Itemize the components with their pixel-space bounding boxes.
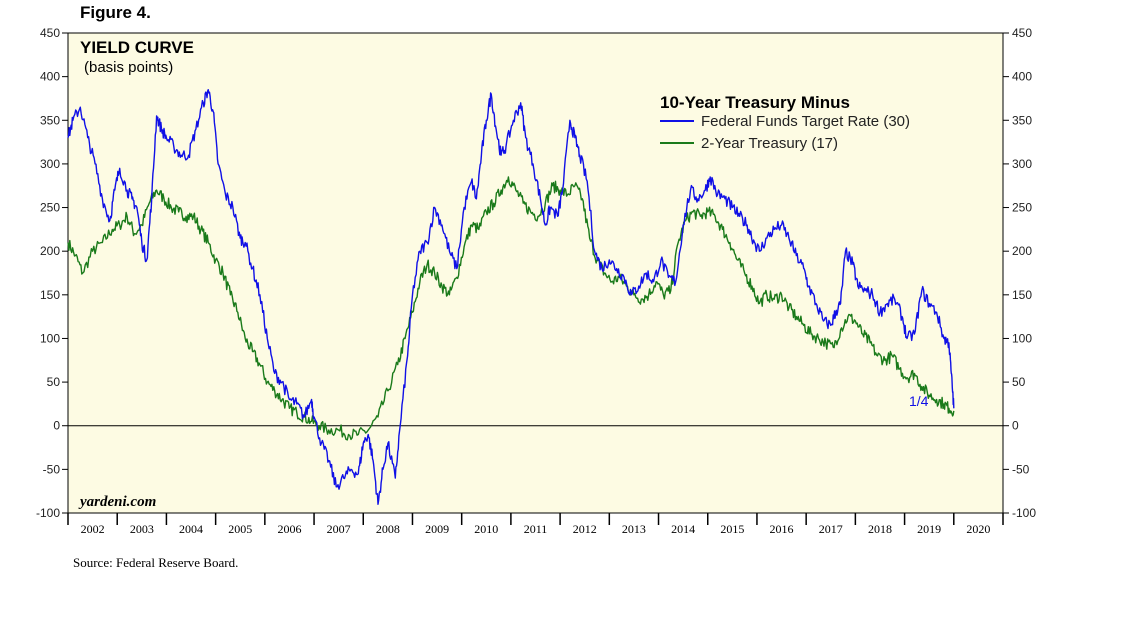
y-tick-label-right: 250 <box>1012 201 1032 215</box>
x-tick-label: 2017 <box>819 522 843 536</box>
y-tick-label-left: 0 <box>53 419 60 433</box>
y-tick-label-right: 400 <box>1012 70 1032 84</box>
source-note: Source: Federal Reserve Board. <box>73 555 239 570</box>
x-tick-label: 2004 <box>179 522 203 536</box>
legend-label: Federal Funds Target Rate (30) <box>701 113 910 130</box>
legend: Federal Funds Target Rate (30) 2-Year Tre… <box>660 113 910 152</box>
x-tick-label: 2015 <box>720 522 744 536</box>
legend-label: 2-Year Treasury (17) <box>701 135 838 152</box>
legend-title: 10-Year Treasury Minus <box>660 93 850 112</box>
x-tick-label: 2018 <box>868 522 892 536</box>
y-tick-label-right: 450 <box>1012 26 1032 40</box>
y-tick-label-left: -100 <box>36 506 60 520</box>
y-tick-label-right: 200 <box>1012 244 1032 258</box>
y-tick-label-left: 300 <box>40 157 60 171</box>
watermark: yardeni.com <box>78 494 156 510</box>
x-tick-label: 2019 <box>917 522 941 536</box>
y-tick-label-left: 250 <box>40 201 60 215</box>
y-tick-label-left: 200 <box>40 244 60 258</box>
chart-title: YIELD CURVE <box>80 38 194 57</box>
y-tick-label-right: 350 <box>1012 113 1032 127</box>
x-tick-label: 2002 <box>81 522 105 536</box>
y-tick-label-right: 100 <box>1012 331 1032 345</box>
x-tick-label: 2014 <box>671 522 695 536</box>
x-tick-label: 2009 <box>425 522 449 536</box>
chart-subtitle: (basis points) <box>84 59 173 76</box>
plot-area <box>67 32 1004 514</box>
end-annotation: 1/4 <box>909 393 929 409</box>
x-tick-label: 2020 <box>966 522 990 536</box>
x-tick-label: 2003 <box>130 522 154 536</box>
x-tick-label: 2011 <box>524 522 548 536</box>
series-line <box>67 176 955 441</box>
x-tick-label: 2012 <box>573 522 597 536</box>
x-tick-label: 2005 <box>228 522 252 536</box>
x-tick-label: 2007 <box>327 522 351 536</box>
y-tick-label-left: 50 <box>47 375 61 389</box>
x-tick-label: 2016 <box>770 522 794 536</box>
y-tick-label-right: 300 <box>1012 157 1032 171</box>
y-tick-label-left: 450 <box>40 26 60 40</box>
y-tick-label-left: 100 <box>40 331 60 345</box>
y-tick-label-right: -50 <box>1012 462 1030 476</box>
y-tick-label-left: -50 <box>43 462 61 476</box>
x-tick-label: 2010 <box>474 522 498 536</box>
x-tick-label: 2006 <box>277 522 301 536</box>
y-tick-label-left: 150 <box>40 288 60 302</box>
x-tick-label: 2013 <box>622 522 646 536</box>
y-tick-label-right: -100 <box>1012 506 1036 520</box>
y-tick-label-right: 0 <box>1012 419 1019 433</box>
series-layer <box>67 88 955 505</box>
y-tick-label-left: 350 <box>40 113 60 127</box>
figure-label: Figure 4. <box>80 3 151 22</box>
y-tick-label-left: 400 <box>40 70 60 84</box>
series-line <box>67 88 955 505</box>
y-tick-label-right: 150 <box>1012 288 1032 302</box>
x-tick-label: 2008 <box>376 522 400 536</box>
y-tick-label-right: 50 <box>1012 375 1026 389</box>
